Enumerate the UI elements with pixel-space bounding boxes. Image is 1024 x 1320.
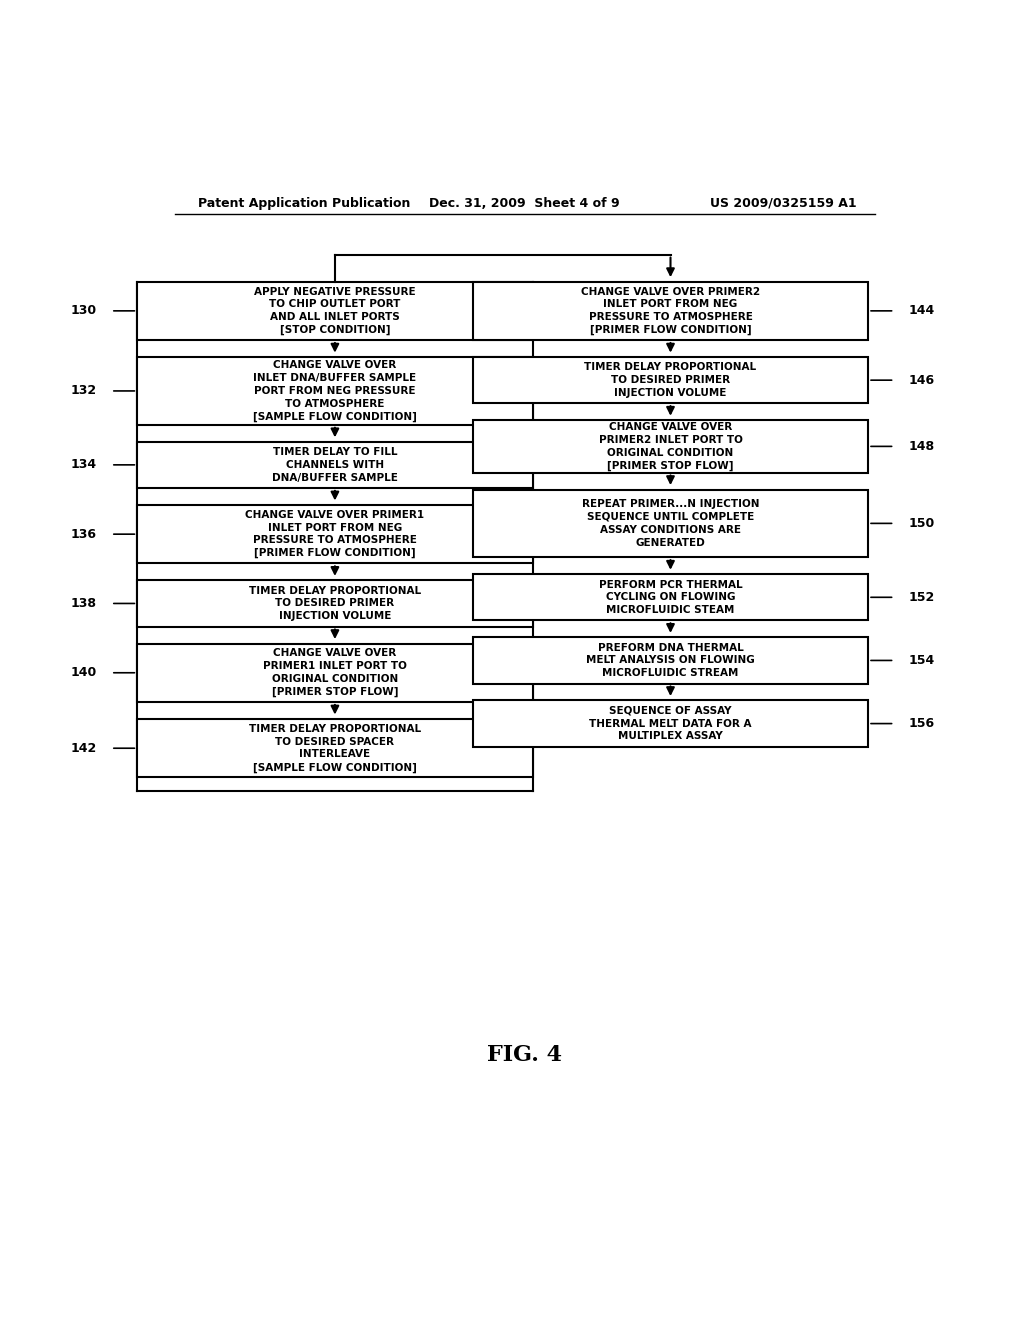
Text: PERFORM PCR THERMAL
CYCLING ON FLOWING
MICROFLUIDIC STEAM: PERFORM PCR THERMAL CYCLING ON FLOWING M… bbox=[599, 579, 742, 615]
Bar bbox=[137, 281, 532, 341]
Bar bbox=[137, 358, 532, 425]
Text: CHANGE VALVE OVER PRIMER2
INLET PORT FROM NEG
PRESSURE TO ATMOSPHERE
[PRIMER FLO: CHANGE VALVE OVER PRIMER2 INLET PORT FRO… bbox=[581, 286, 760, 335]
Text: 142: 142 bbox=[71, 742, 97, 755]
Text: CHANGE VALVE OVER
PRIMER2 INLET PORT TO
ORIGINAL CONDITION
[PRIMER STOP FLOW]: CHANGE VALVE OVER PRIMER2 INLET PORT TO … bbox=[599, 422, 742, 471]
Bar bbox=[473, 358, 868, 404]
Text: FIG. 4: FIG. 4 bbox=[487, 1044, 562, 1067]
Text: 150: 150 bbox=[908, 517, 935, 529]
Text: TIMER DELAY PROPORTIONAL
TO DESIRED PRIMER
INJECTION VOLUME: TIMER DELAY PROPORTIONAL TO DESIRED PRIM… bbox=[249, 586, 421, 622]
Bar bbox=[473, 701, 868, 747]
Bar bbox=[137, 719, 532, 777]
Text: CHANGE VALVE OVER
PRIMER1 INLET PORT TO
ORIGINAL CONDITION
[PRIMER STOP FLOW]: CHANGE VALVE OVER PRIMER1 INLET PORT TO … bbox=[263, 648, 407, 697]
Text: 144: 144 bbox=[908, 305, 935, 317]
Bar bbox=[137, 581, 532, 627]
Text: 132: 132 bbox=[71, 384, 97, 397]
Text: 140: 140 bbox=[71, 667, 97, 680]
Bar bbox=[473, 490, 868, 557]
Bar bbox=[473, 638, 868, 684]
Text: 156: 156 bbox=[908, 717, 935, 730]
Text: TIMER DELAY TO FILL
CHANNELS WITH
DNA/BUFFER SAMPLE: TIMER DELAY TO FILL CHANNELS WITH DNA/BU… bbox=[272, 447, 398, 483]
Text: CHANGE VALVE OVER PRIMER1
INLET PORT FROM NEG
PRESSURE TO ATMOSPHERE
[PRIMER FLO: CHANGE VALVE OVER PRIMER1 INLET PORT FRO… bbox=[246, 510, 425, 558]
Bar bbox=[473, 281, 868, 341]
Text: PREFORM DNA THERMAL
MELT ANALYSIS ON FLOWING
MICROFLUIDIC STREAM: PREFORM DNA THERMAL MELT ANALYSIS ON FLO… bbox=[586, 643, 755, 678]
Text: 152: 152 bbox=[908, 591, 935, 603]
Bar bbox=[473, 574, 868, 620]
Text: REPEAT PRIMER...N INJECTION
SEQUENCE UNTIL COMPLETE
ASSAY CONDITIONS ARE
GENERAT: REPEAT PRIMER...N INJECTION SEQUENCE UNT… bbox=[582, 499, 759, 548]
Text: 154: 154 bbox=[908, 653, 935, 667]
Text: 148: 148 bbox=[908, 440, 935, 453]
Text: SEQUENCE OF ASSAY
THERMAL MELT DATA FOR A
MULTIPLEX ASSAY: SEQUENCE OF ASSAY THERMAL MELT DATA FOR … bbox=[589, 706, 752, 742]
Text: 134: 134 bbox=[71, 458, 97, 471]
Text: TIMER DELAY PROPORTIONAL
TO DESIRED SPACER
INTERLEAVE
[SAMPLE FLOW CONDITION]: TIMER DELAY PROPORTIONAL TO DESIRED SPAC… bbox=[249, 723, 421, 772]
Text: APPLY NEGATIVE PRESSURE
TO CHIP OUTLET PORT
AND ALL INLET PORTS
[STOP CONDITION]: APPLY NEGATIVE PRESSURE TO CHIP OUTLET P… bbox=[254, 286, 416, 335]
Bar bbox=[473, 420, 868, 473]
Text: CHANGE VALVE OVER
INLET DNA/BUFFER SAMPLE
PORT FROM NEG PRESSURE
TO ATMOSPHERE
[: CHANGE VALVE OVER INLET DNA/BUFFER SAMPL… bbox=[253, 360, 417, 421]
Bar bbox=[137, 644, 532, 702]
Bar bbox=[137, 442, 532, 488]
Text: 138: 138 bbox=[71, 597, 97, 610]
Text: TIMER DELAY PROPORTIONAL
TO DESIRED PRIMER
INJECTION VOLUME: TIMER DELAY PROPORTIONAL TO DESIRED PRIM… bbox=[585, 363, 757, 397]
Text: Dec. 31, 2009  Sheet 4 of 9: Dec. 31, 2009 Sheet 4 of 9 bbox=[429, 197, 621, 210]
Bar bbox=[137, 506, 532, 564]
Text: 146: 146 bbox=[908, 374, 935, 387]
Text: US 2009/0325159 A1: US 2009/0325159 A1 bbox=[710, 197, 856, 210]
Text: 130: 130 bbox=[71, 305, 97, 317]
Text: 136: 136 bbox=[71, 528, 97, 541]
Text: Patent Application Publication: Patent Application Publication bbox=[198, 197, 411, 210]
